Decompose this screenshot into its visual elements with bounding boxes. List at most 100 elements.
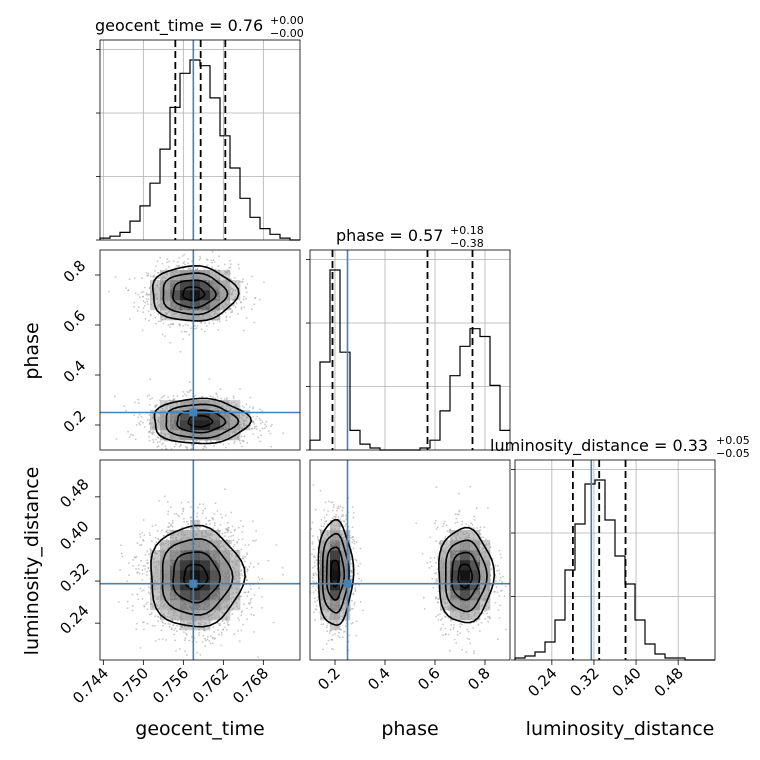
scatter-point xyxy=(326,595,328,598)
scatter-point xyxy=(351,599,353,602)
scatter-point xyxy=(149,314,152,316)
scatter-point xyxy=(147,274,150,277)
scatter-point xyxy=(230,600,233,603)
scatter-point xyxy=(232,421,235,424)
scatter-point xyxy=(212,518,215,521)
scatter-point xyxy=(239,520,242,522)
scatter-point xyxy=(240,419,243,421)
scatter-point xyxy=(488,561,491,564)
scatter-point xyxy=(349,556,352,558)
scatter-point xyxy=(209,281,212,284)
scatter-point xyxy=(222,552,225,555)
scatter-point xyxy=(170,552,173,554)
scatter-point xyxy=(472,551,475,554)
scatter-point xyxy=(468,607,470,610)
scatter-point xyxy=(320,531,322,534)
scatter-point xyxy=(168,529,171,532)
scatter-point xyxy=(222,289,225,292)
scatter-point xyxy=(223,573,226,575)
scatter-point xyxy=(201,406,204,408)
scatter-point xyxy=(212,625,215,628)
scatter-point xyxy=(234,560,237,563)
scatter-point xyxy=(188,391,190,394)
scatter-point xyxy=(164,435,167,438)
scatter-point xyxy=(204,645,207,648)
scatter-point xyxy=(317,536,319,538)
scatter-point xyxy=(228,296,231,298)
scatter-point xyxy=(216,396,219,398)
scatter-point xyxy=(446,573,449,576)
scatter-point xyxy=(146,303,149,305)
scatter-point xyxy=(154,524,157,527)
scatter-point xyxy=(472,602,475,605)
scatter-point xyxy=(311,553,313,556)
scatter-point xyxy=(136,593,139,596)
scatter-point xyxy=(213,303,216,306)
scatter-point xyxy=(225,319,228,322)
scatter-point xyxy=(206,325,208,327)
scatter-point xyxy=(255,428,258,430)
scatter-point xyxy=(237,438,240,440)
scatter-point xyxy=(183,631,185,634)
scatter-point xyxy=(196,606,199,608)
scatter-point xyxy=(446,530,449,533)
scatter-point xyxy=(151,397,154,400)
scatter-point xyxy=(187,277,190,280)
scatter-point xyxy=(450,623,453,626)
scatter-point xyxy=(250,606,253,609)
scatter-point xyxy=(225,419,228,422)
scatter-point xyxy=(198,547,201,550)
scatter-point xyxy=(215,297,218,300)
scatter-point xyxy=(463,618,466,621)
scatter-point xyxy=(245,579,248,581)
scatter-point xyxy=(183,639,186,642)
scatter-point xyxy=(219,569,222,571)
scatter-point xyxy=(456,532,459,535)
scatter-point xyxy=(205,405,208,407)
scatter-point xyxy=(259,419,262,422)
scatter-point xyxy=(487,507,489,509)
scatter-point xyxy=(210,440,212,443)
scatter-point xyxy=(170,601,173,603)
scatter-point xyxy=(222,601,225,603)
scatter-point xyxy=(311,521,314,524)
scatter-point xyxy=(314,508,317,511)
scatter-point xyxy=(472,527,475,529)
scatter-point xyxy=(177,265,180,268)
scatter-point xyxy=(173,614,176,617)
scatter-point xyxy=(442,600,444,602)
scatter-point xyxy=(224,302,227,305)
scatter-point xyxy=(218,320,221,323)
scatter-point xyxy=(479,605,482,608)
scatter-point xyxy=(168,265,170,268)
scatter-point xyxy=(157,286,160,289)
scatter-point xyxy=(484,538,487,541)
scatter-point xyxy=(481,603,483,606)
density-cell xyxy=(150,590,161,601)
scatter-point xyxy=(210,635,212,638)
scatter-point xyxy=(331,605,334,608)
scatter-point xyxy=(320,617,323,619)
scatter-point xyxy=(179,431,182,434)
density-cell xyxy=(180,310,191,321)
scatter-point xyxy=(191,636,193,638)
scatter-point xyxy=(171,310,173,313)
density-cell xyxy=(230,600,241,611)
scatter-point xyxy=(125,409,127,412)
scatter-point xyxy=(125,287,128,289)
scatter-point xyxy=(235,403,238,405)
scatter-point xyxy=(229,263,232,265)
scatter-point xyxy=(240,629,243,632)
scatter-point xyxy=(169,536,172,539)
scatter-point xyxy=(184,625,187,628)
scatter-point xyxy=(155,265,157,267)
scatter-point xyxy=(197,541,199,544)
scatter-point xyxy=(161,422,163,425)
scatter-point xyxy=(477,594,480,597)
scatter-point xyxy=(356,572,359,575)
scatter-point xyxy=(143,628,145,631)
scatter-point xyxy=(238,607,240,610)
scatter-point xyxy=(218,288,221,290)
scatter-point xyxy=(246,283,249,285)
